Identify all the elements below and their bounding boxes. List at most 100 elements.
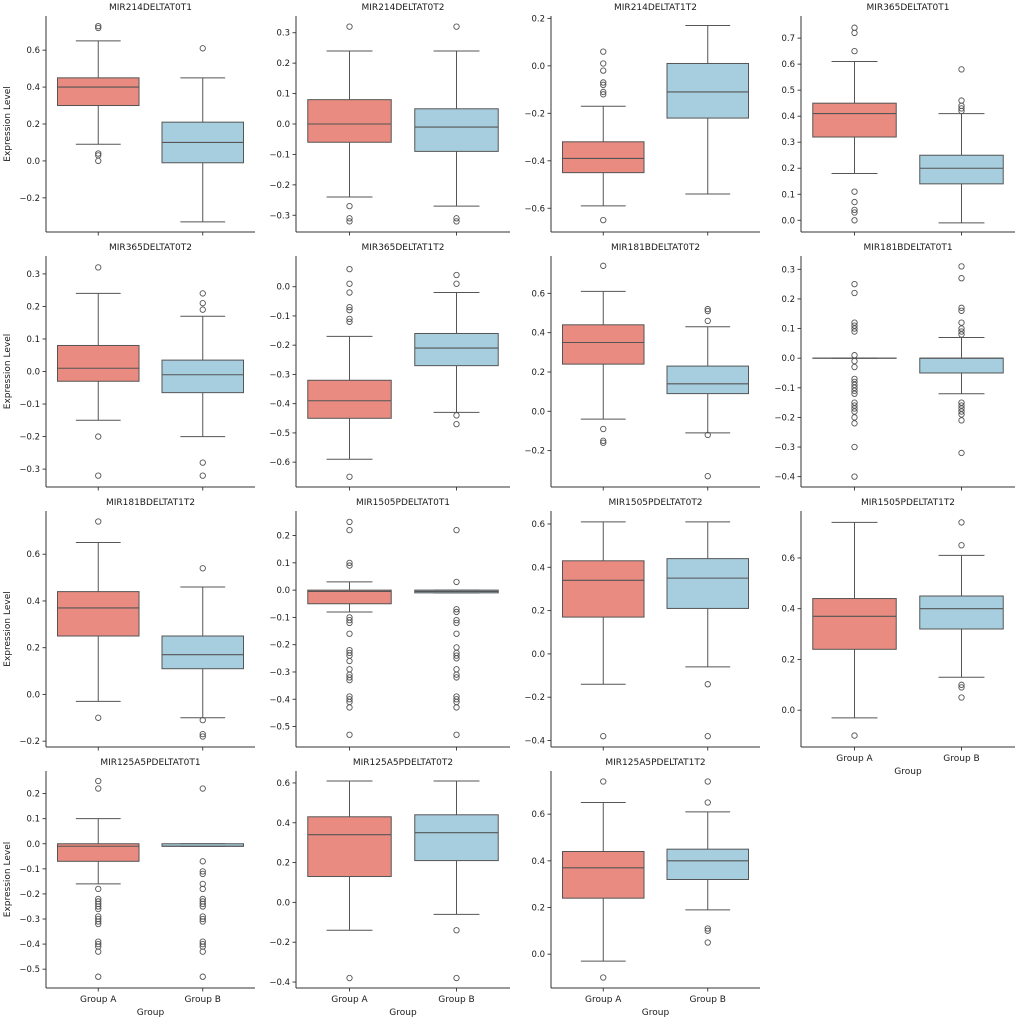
outlier-point [958, 542, 965, 549]
outlier-point [704, 778, 711, 785]
outlier-point [346, 974, 353, 982]
outlier-point [958, 325, 965, 332]
x-tick-label-group-a: Group A [585, 995, 622, 1005]
y-tick-label: 0.0 [276, 898, 290, 908]
box-group-a [56, 591, 140, 637]
y-tick-label: 0.6 [276, 779, 290, 789]
outlier-point [851, 443, 858, 451]
outlier-point [453, 655, 460, 662]
x-tick-label-group-a: Group A [331, 995, 368, 1005]
outlier-point [199, 306, 206, 313]
outlier-point [199, 300, 206, 307]
y-tick-label: 0.6 [781, 554, 795, 564]
plot-title: MIR214DELTAT0T2 [362, 3, 445, 13]
outlier-point [199, 885, 206, 893]
outlier-point [851, 24, 858, 31]
outlier-point [600, 60, 607, 67]
plot-title: MIR125A5PDELTAT1T2 [605, 758, 705, 768]
y-tick-label: 0.2 [781, 655, 795, 665]
outlier-point [600, 974, 607, 981]
y-tick-label: −0.2 [269, 181, 290, 191]
y-tick-label: −0.1 [19, 400, 40, 410]
outlier-point [851, 47, 858, 55]
y-tick-label: −0.4 [269, 695, 290, 705]
outlier-point [851, 328, 858, 335]
outlier-point [95, 150, 102, 157]
y-tick-label: 0.4 [276, 819, 290, 829]
y-tick-label: 0.0 [531, 950, 545, 960]
y-tick-label: 0.2 [26, 120, 40, 130]
y-tick-label: −0.3 [774, 443, 795, 453]
box-group-b [666, 558, 750, 609]
plot-title: MIR125A5PDELTAT0T1 [100, 758, 200, 768]
outlier-point [851, 280, 858, 288]
y-tick-label: −0.3 [19, 465, 40, 475]
outlier-point [704, 305, 711, 313]
outlier-point [199, 915, 206, 923]
outlier-point [958, 519, 965, 526]
outlier-point [95, 24, 102, 32]
plot-title: MIR181BDELTAT0T2 [611, 243, 700, 253]
x-axis-label: Group [137, 1008, 165, 1018]
y-tick-label: 0.2 [276, 59, 290, 69]
y-tick-label: −0.1 [774, 384, 795, 394]
outlier-point [851, 414, 858, 421]
outlier-point [958, 105, 965, 112]
y-tick-label: −0.6 [269, 458, 290, 468]
outlier-point [600, 425, 607, 433]
subplot-mir214deltat0t2: −0.3 −0.2 −0.1 0.0 0.1 0.2 0.3 MIR214DELTAT0T2 [269, 3, 510, 236]
y-tick-label: 0.0 [276, 586, 290, 596]
y-tick-label: −0.2 [19, 194, 40, 204]
outlier-point [851, 384, 858, 391]
subplot-mir125a5pdeltat0t1: −0.5 −0.4 −0.3 −0.2 −0.1 0.0 0.1 0.2 MIR125A5PDE… [3, 758, 255, 1018]
outlier-point [958, 304, 965, 311]
outlier-point [199, 868, 206, 875]
outlier-point [600, 733, 607, 740]
subplot-mir125a5pdeltat1t2: 0.0 0.2 0.4 0.6 MIR125A5PDELTAT1T2 Group A Gro… [531, 758, 760, 1018]
outlier-point [958, 684, 965, 691]
outlier-point [453, 731, 460, 738]
y-tick-label: 0.6 [26, 46, 40, 56]
y-tick-label: −0.3 [269, 370, 290, 380]
y-tick-label: 0.7 [781, 34, 795, 44]
outlier-point [958, 417, 965, 424]
outlier-point [851, 363, 858, 371]
outlier-point [199, 45, 206, 52]
y-tick-label: −0.2 [524, 447, 545, 457]
outlier-point [958, 331, 965, 338]
outlier-point [346, 218, 353, 225]
y-tick-label: −0.4 [19, 940, 40, 950]
y-tick-label: 0.1 [781, 325, 795, 335]
outlier-point [346, 616, 353, 624]
outlier-point [851, 198, 858, 206]
y-tick-label: −0.2 [19, 433, 40, 443]
outlier-point [851, 473, 858, 480]
outlier-point [851, 390, 858, 397]
outlier-point [600, 88, 607, 96]
outlier-point [346, 306, 353, 314]
outlier-point [704, 733, 711, 740]
outlier-point [199, 858, 206, 865]
outlier-point [851, 375, 858, 383]
outlier-point [95, 973, 102, 980]
y-tick-label: 0.4 [531, 857, 545, 867]
outlier-point [958, 307, 965, 314]
y-tick-label: 0.6 [531, 520, 545, 530]
y-tick-label: 0.3 [781, 138, 795, 148]
outlier-point [95, 433, 102, 440]
box-group-a [812, 102, 897, 138]
outlier-point [453, 218, 460, 225]
x-axis-label: Group [894, 767, 922, 777]
y-axis-label: Expression Level [3, 334, 13, 409]
outlier-point [199, 900, 206, 908]
y-tick-label: 0.0 [531, 62, 545, 72]
y-tick-label: −0.5 [269, 723, 290, 733]
outlier-point [199, 940, 206, 948]
x-tick-label-group-a: Group A [80, 995, 117, 1005]
outlier-point [453, 526, 460, 534]
y-tick-label: 0.2 [781, 295, 795, 305]
box-group-a [561, 560, 645, 618]
outlier-point [704, 799, 711, 806]
outlier-point [851, 217, 858, 224]
outlier-point [346, 304, 353, 311]
